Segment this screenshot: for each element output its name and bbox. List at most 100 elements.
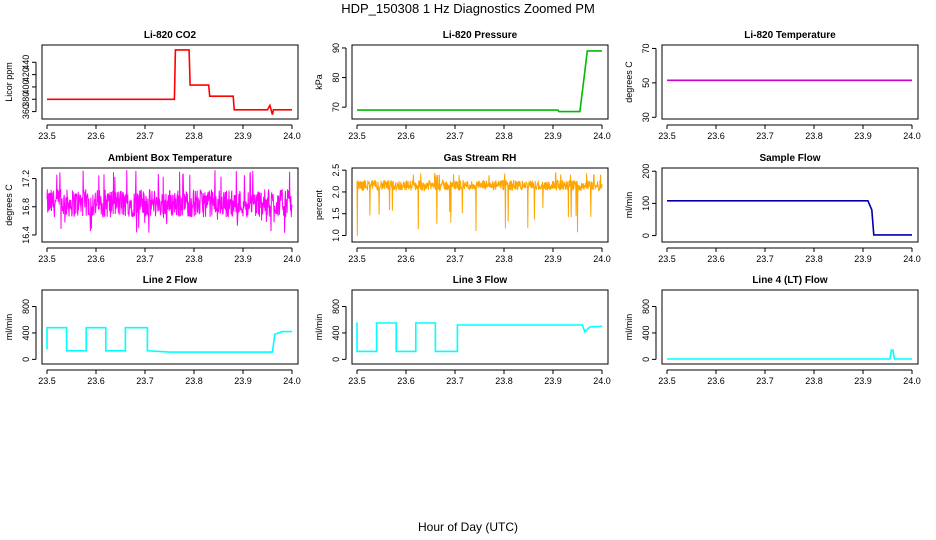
x-tick-label: 23.6 — [707, 131, 725, 141]
x-tick-label: 23.7 — [756, 376, 774, 386]
x-axis: 23.5 23.6 23.7 23.8 23.9 24.0 — [38, 247, 301, 264]
x-tick-label: 23.8 — [495, 131, 513, 141]
x-tick-label: 23.8 — [805, 376, 823, 386]
y-axis: 0 100 200 — [641, 164, 657, 238]
x-tick-label: 23.9 — [544, 131, 562, 141]
x-tick-label: 23.5 — [38, 254, 56, 264]
x-tick-label: 23.5 — [38, 376, 56, 386]
x-tick-label: 23.8 — [185, 131, 203, 141]
y-tick-label: 440 — [21, 55, 31, 70]
x-tick-label: 23.5 — [348, 376, 366, 386]
y-tick-label: 1.5 — [331, 207, 341, 220]
panel-2: Li-820 Pressure 23.5 23.6 23.7 23.8 23.9 24.0 7… — [314, 30, 611, 141]
series-line — [356, 322, 603, 353]
y-tick-label: 400 — [21, 79, 31, 94]
y-axis: 70 80 90 — [331, 43, 347, 112]
panel-grid: Li-820 CO2 23.5 23.6 23.7 23.8 23.9 24.0 360380… — [4, 30, 921, 386]
plot-frame — [351, 44, 609, 120]
series-line — [46, 326, 292, 353]
plot-frame — [351, 167, 609, 243]
x-tick-label: 23.6 — [707, 254, 725, 264]
x-tick-label: 23.6 — [397, 131, 415, 141]
y-axis-label: degrees C — [4, 184, 14, 226]
x-tick-label: 23.9 — [234, 254, 252, 264]
x-tick-label: 23.6 — [397, 254, 415, 264]
y-tick-label: 70 — [331, 102, 341, 112]
y-tick-label: 90 — [331, 43, 341, 53]
x-tick-label: 23.9 — [854, 376, 872, 386]
y-tick-label: 80 — [331, 73, 341, 83]
x-tick-label: 23.6 — [87, 254, 105, 264]
x-tick-label: 23.8 — [805, 131, 823, 141]
x-tick-label: 23.9 — [854, 131, 872, 141]
y-tick-label: 420 — [21, 67, 31, 82]
y-axis-label: kPa — [314, 74, 324, 90]
y-tick-label: 800 — [21, 299, 31, 314]
x-tick-label: 23.5 — [348, 254, 366, 264]
panel-5: Gas Stream RH 23.5 23.6 23.7 23.8 23.9 24.0 1.0… — [314, 153, 611, 264]
y-tick-label: 400 — [21, 325, 31, 340]
y-axis: 30 50 70 — [641, 43, 657, 122]
y-tick-label: 16.8 — [21, 198, 31, 216]
x-tick-label: 24.0 — [593, 254, 611, 264]
x-tick-label: 23.9 — [854, 254, 872, 264]
x-tick-label: 24.0 — [283, 254, 301, 264]
x-tick-label: 23.6 — [87, 376, 105, 386]
y-tick-label: 16.4 — [21, 226, 31, 244]
x-tick-label: 23.7 — [136, 254, 154, 264]
x-tick-label: 23.7 — [136, 131, 154, 141]
panel-title: Li-820 CO2 — [144, 30, 197, 41]
x-axis: 23.5 23.6 23.7 23.8 23.9 24.0 — [38, 369, 301, 386]
x-tick-label: 23.8 — [805, 254, 823, 264]
x-tick-label: 23.5 — [658, 254, 676, 264]
y-tick-label: 0 — [641, 357, 651, 362]
x-tick-label: 23.9 — [234, 376, 252, 386]
plot-frame — [661, 289, 919, 365]
series-line — [47, 49, 292, 115]
y-axis-label: percent — [314, 189, 324, 220]
x-tick-label: 23.5 — [38, 131, 56, 141]
x-tick-label: 23.9 — [544, 254, 562, 264]
x-axis: 23.5 23.6 23.7 23.8 23.9 24.0 — [658, 369, 921, 386]
x-tick-label: 23.8 — [495, 376, 513, 386]
x-axis: 23.5 23.6 23.7 23.8 23.9 24.0 — [348, 369, 611, 386]
y-tick-label: 100 — [641, 196, 651, 211]
x-axis: 23.5 23.6 23.7 23.8 23.9 24.0 — [38, 124, 301, 141]
panel-7: Line 2 Flow 23.5 23.6 23.7 23.8 23.9 24.0 0 400 8… — [4, 275, 301, 386]
y-axis-label: ml/min — [4, 314, 14, 341]
series-line — [667, 349, 912, 360]
panel-title: Line 3 Flow — [453, 275, 508, 286]
panel-8: Line 3 Flow 23.5 23.6 23.7 23.8 23.9 24.0 0 400 8… — [314, 275, 611, 386]
y-tick-label: 70 — [641, 43, 651, 53]
y-axis-label: ml/min — [314, 314, 324, 341]
y-axis-label: Licor ppm — [4, 62, 14, 102]
x-tick-label: 23.5 — [658, 131, 676, 141]
y-tick-label: 0 — [21, 357, 31, 362]
panel-title: Gas Stream RH — [444, 153, 517, 164]
x-tick-label: 23.7 — [136, 376, 154, 386]
x-tick-label: 24.0 — [903, 376, 921, 386]
panel-title: Ambient Box Temperature — [108, 153, 233, 164]
y-tick-label: 50 — [641, 78, 651, 88]
y-axis: 1.0 1.5 2.0 2.5 — [331, 164, 347, 242]
y-tick-label: 30 — [641, 112, 651, 122]
x-tick-label: 24.0 — [593, 376, 611, 386]
plot-frame — [351, 289, 609, 365]
x-tick-label: 23.7 — [446, 254, 464, 264]
x-axis-label: Hour of Day (UTC) — [418, 520, 518, 534]
panel-title: Li-820 Temperature — [744, 30, 836, 41]
panel-title: Li-820 Pressure — [443, 30, 518, 41]
panel-title: Line 4 (LT) Flow — [752, 275, 828, 286]
x-tick-label: 24.0 — [903, 254, 921, 264]
y-axis-label: degrees C — [624, 61, 634, 103]
x-tick-label: 23.7 — [446, 376, 464, 386]
x-tick-label: 24.0 — [903, 131, 921, 141]
y-tick-label: 0 — [641, 233, 651, 238]
x-tick-label: 23.8 — [185, 254, 203, 264]
plot-frame — [661, 167, 919, 243]
x-tick-label: 23.7 — [446, 131, 464, 141]
x-tick-label: 24.0 — [283, 376, 301, 386]
x-tick-label: 23.6 — [87, 131, 105, 141]
